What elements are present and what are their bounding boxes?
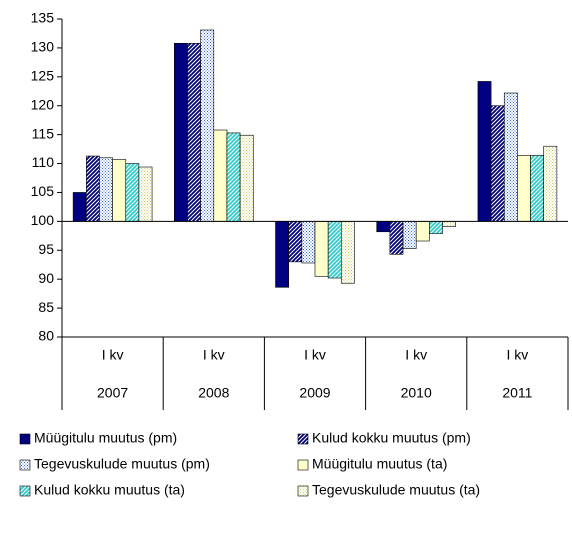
legend-label: Tegevuskulude muutus (ta) — [312, 482, 480, 498]
legend-label: Tegevuskulude muutus (pm) — [34, 456, 210, 472]
bar — [187, 42, 201, 222]
y-tick-label: 90 — [38, 270, 54, 286]
bar — [301, 221, 316, 264]
legend-label: Müügitulu muutus (pm) — [34, 430, 177, 446]
bar — [389, 221, 404, 255]
bar — [543, 145, 558, 222]
legend-label: Müügitulu muutus (ta) — [312, 456, 447, 472]
y-tick-label: 80 — [38, 328, 54, 344]
y-tick-label: 85 — [38, 299, 54, 315]
bar — [442, 221, 456, 227]
bar — [85, 155, 100, 222]
bar — [429, 221, 443, 234]
x-sublabel: I kv — [304, 347, 326, 363]
bar — [503, 92, 518, 222]
bar — [415, 221, 430, 242]
bar — [213, 129, 228, 222]
legend-label: Kulud kokku muutus (ta) — [34, 482, 185, 498]
y-tick-label: 135 — [31, 10, 55, 26]
bar — [72, 192, 87, 222]
y-tick-label: 130 — [31, 39, 55, 55]
bar — [314, 221, 329, 277]
bar — [125, 163, 140, 222]
x-sublabel: I kv — [102, 347, 124, 363]
legend-swatch — [19, 459, 31, 471]
bar — [376, 221, 391, 233]
legend-swatch — [19, 433, 31, 445]
bar — [327, 221, 342, 279]
bar — [112, 159, 127, 222]
legend-swatch — [297, 459, 309, 471]
bar — [402, 221, 417, 249]
bar — [517, 155, 531, 222]
bar — [99, 157, 113, 222]
legend-swatch — [19, 485, 31, 497]
legend-label: Kulud kokku muutus (pm) — [312, 430, 471, 446]
x-sublabel: I kv — [507, 347, 529, 363]
x-tick-label: 2007 — [97, 385, 128, 401]
bar — [239, 134, 254, 222]
bar — [200, 29, 215, 222]
bar — [530, 155, 545, 222]
bar — [490, 105, 505, 222]
y-tick-label: 95 — [38, 241, 54, 257]
bar — [477, 81, 492, 222]
bar — [174, 42, 188, 222]
bar — [275, 221, 289, 288]
x-tick-label: 2008 — [198, 385, 229, 401]
bar — [341, 221, 355, 284]
y-tick-label: 115 — [32, 125, 55, 141]
x-tick-label: 2009 — [299, 385, 330, 401]
bar — [288, 221, 303, 263]
y-tick-label: 105 — [31, 183, 55, 199]
y-tick-label: 100 — [31, 212, 55, 228]
y-tick-label: 110 — [32, 154, 55, 170]
bar — [226, 132, 241, 222]
y-tick-label: 120 — [31, 96, 55, 112]
x-sublabel: I kv — [203, 347, 225, 363]
legend-swatch — [297, 485, 309, 497]
x-tick-label: 2010 — [401, 385, 432, 401]
x-tick-label: 2011 — [502, 385, 532, 401]
y-tick-label: 125 — [31, 68, 55, 84]
bar — [138, 166, 153, 222]
legend-swatch — [297, 433, 309, 445]
x-sublabel: I kv — [405, 347, 427, 363]
